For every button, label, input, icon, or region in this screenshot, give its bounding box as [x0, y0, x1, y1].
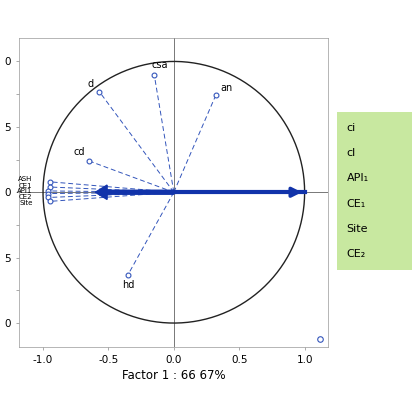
- Text: cl: cl: [346, 148, 356, 158]
- Text: cd: cd: [74, 147, 85, 157]
- Text: CE2: CE2: [19, 194, 32, 200]
- Text: hd: hd: [122, 280, 134, 290]
- Text: ASH: ASH: [18, 176, 32, 182]
- Text: an: an: [220, 83, 232, 92]
- Text: d: d: [87, 79, 93, 89]
- Text: Site: Site: [346, 224, 368, 234]
- FancyBboxPatch shape: [337, 112, 412, 270]
- Text: csa: csa: [151, 60, 168, 71]
- X-axis label: Factor 1 : 66 67%: Factor 1 : 66 67%: [122, 369, 226, 382]
- Text: API1: API1: [17, 188, 32, 194]
- Text: CE₁: CE₁: [346, 199, 366, 209]
- Text: CE₂: CE₂: [346, 249, 366, 259]
- Text: CE1: CE1: [19, 183, 32, 189]
- FancyArrow shape: [95, 185, 174, 200]
- Text: ci: ci: [346, 123, 356, 133]
- Text: Site: Site: [19, 200, 32, 206]
- Text: API₁: API₁: [346, 173, 369, 184]
